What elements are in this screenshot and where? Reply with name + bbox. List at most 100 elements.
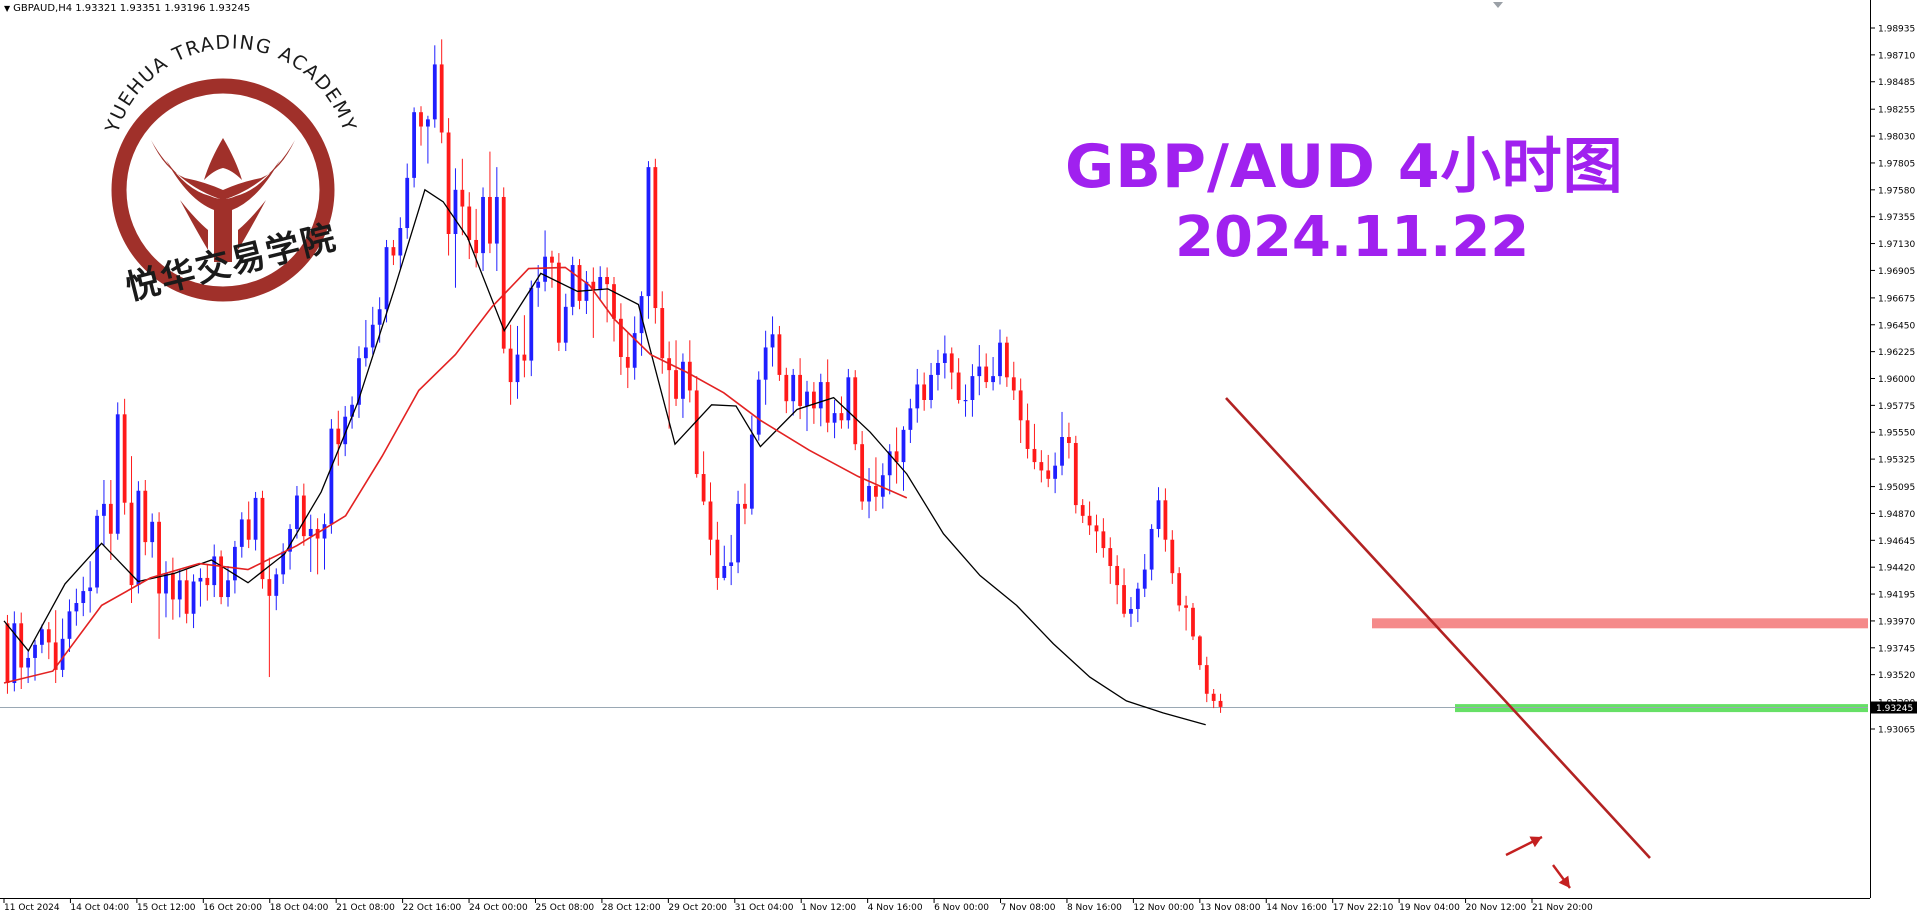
candle-body[interactable] [150,521,155,543]
candle-body[interactable] [756,379,761,435]
candle-body[interactable] [33,644,37,658]
candle-body[interactable] [115,414,120,534]
candle-body[interactable] [184,580,189,614]
candle-body[interactable] [1004,342,1009,378]
candle-body[interactable] [357,358,361,405]
candle-body[interactable] [267,579,272,596]
candle-body[interactable] [384,247,389,310]
candle-body[interactable] [536,281,541,288]
candle-body[interactable] [550,256,554,263]
candle-body[interactable] [102,503,106,516]
candle-body[interactable] [818,382,823,409]
candle-body[interactable] [701,474,706,502]
candle-body[interactable] [460,189,465,207]
candle-body[interactable] [343,416,348,445]
candle-body[interactable] [1080,505,1085,516]
candle-body[interactable] [350,404,354,417]
candle-body[interactable] [618,318,623,358]
candle-body[interactable] [88,587,93,592]
candle-body[interactable] [908,408,913,430]
candle-body[interactable] [880,475,885,497]
candle-body[interactable] [708,501,713,540]
candle-body[interactable] [674,370,678,399]
triangle-down-icon[interactable]: ▼ [4,4,11,13]
candle-body[interactable] [687,361,692,391]
candle-body[interactable] [1122,585,1126,614]
candle-body[interactable] [370,324,375,348]
candle-body[interactable] [874,485,878,497]
candle-body[interactable] [942,353,947,363]
candle-body[interactable] [991,376,995,383]
candle-body[interactable] [219,556,224,598]
candle-body[interactable] [494,196,499,244]
candle-body[interactable] [963,399,968,402]
candle-body[interactable] [177,580,182,600]
candle-body[interactable] [329,428,334,525]
candle-body[interactable] [970,376,975,400]
candle-body[interactable] [12,623,17,684]
candle-body[interactable] [157,521,161,594]
candle-body[interactable] [1197,636,1202,666]
candle-body[interactable] [226,580,230,598]
candle-body[interactable] [625,357,630,368]
candle-body[interactable] [60,638,65,670]
candle-body[interactable] [887,451,892,476]
trendline[interactable] [1225,397,1651,859]
candle-body[interactable] [205,577,210,586]
candle-body[interactable] [74,603,79,612]
candle-body[interactable] [777,334,782,375]
candle-body[interactable] [791,374,796,402]
candle-body[interactable] [81,591,86,604]
candle-body[interactable] [336,428,341,445]
candle-body[interactable] [832,413,837,423]
candle-body[interactable] [1053,465,1058,479]
candle-body[interactable] [391,247,396,256]
candle-body[interactable] [164,573,168,594]
candle-body[interactable] [1191,607,1195,637]
candle-body[interactable] [53,642,58,670]
candle-body[interactable] [5,623,10,684]
candle-body[interactable] [1067,437,1071,443]
candle-body[interactable] [143,490,148,543]
candle-body[interactable] [736,503,740,563]
candle-body[interactable] [612,284,616,319]
candle-body[interactable] [501,196,506,349]
candle-body[interactable] [1218,700,1223,707]
candle-body[interactable] [377,309,382,325]
candle-body[interactable] [1073,442,1078,506]
candle-body[interactable] [1184,605,1188,608]
candle-body[interactable] [40,629,44,645]
candle-body[interactable] [901,429,906,463]
candle-body[interactable] [122,414,127,503]
candle-body[interactable] [784,374,789,402]
candle-body[interactable] [398,228,403,256]
candle-body[interactable] [1204,665,1209,694]
candle-body[interactable] [894,451,899,463]
candle-body[interactable] [570,265,575,307]
candle-body[interactable] [515,354,520,383]
candle-body[interactable] [1025,420,1030,449]
candle-body[interactable] [1177,573,1182,606]
candle-body[interactable] [770,334,775,348]
candle-body[interactable] [984,366,989,383]
candle-body[interactable] [46,629,51,643]
candle-body[interactable] [936,362,940,375]
candle-body[interactable] [419,112,423,127]
candle-body[interactable] [1039,462,1044,471]
candle-body[interactable] [1135,588,1140,609]
candle-body[interactable] [129,502,134,586]
candle-body[interactable] [481,196,485,254]
candle-body[interactable] [281,551,286,575]
candle-body[interactable] [591,281,596,291]
candle-body[interactable] [825,382,830,423]
candle-body[interactable] [839,413,844,421]
chart-shift-marker-icon[interactable] [1493,2,1503,8]
candle-body[interactable] [598,276,603,291]
candle-body[interactable] [1060,437,1064,466]
candle-body[interactable] [1142,569,1147,589]
candle-body[interactable] [1032,448,1037,463]
candle-body[interactable] [922,384,927,400]
candle-body[interactable] [108,503,113,534]
candle-body[interactable] [563,306,568,343]
